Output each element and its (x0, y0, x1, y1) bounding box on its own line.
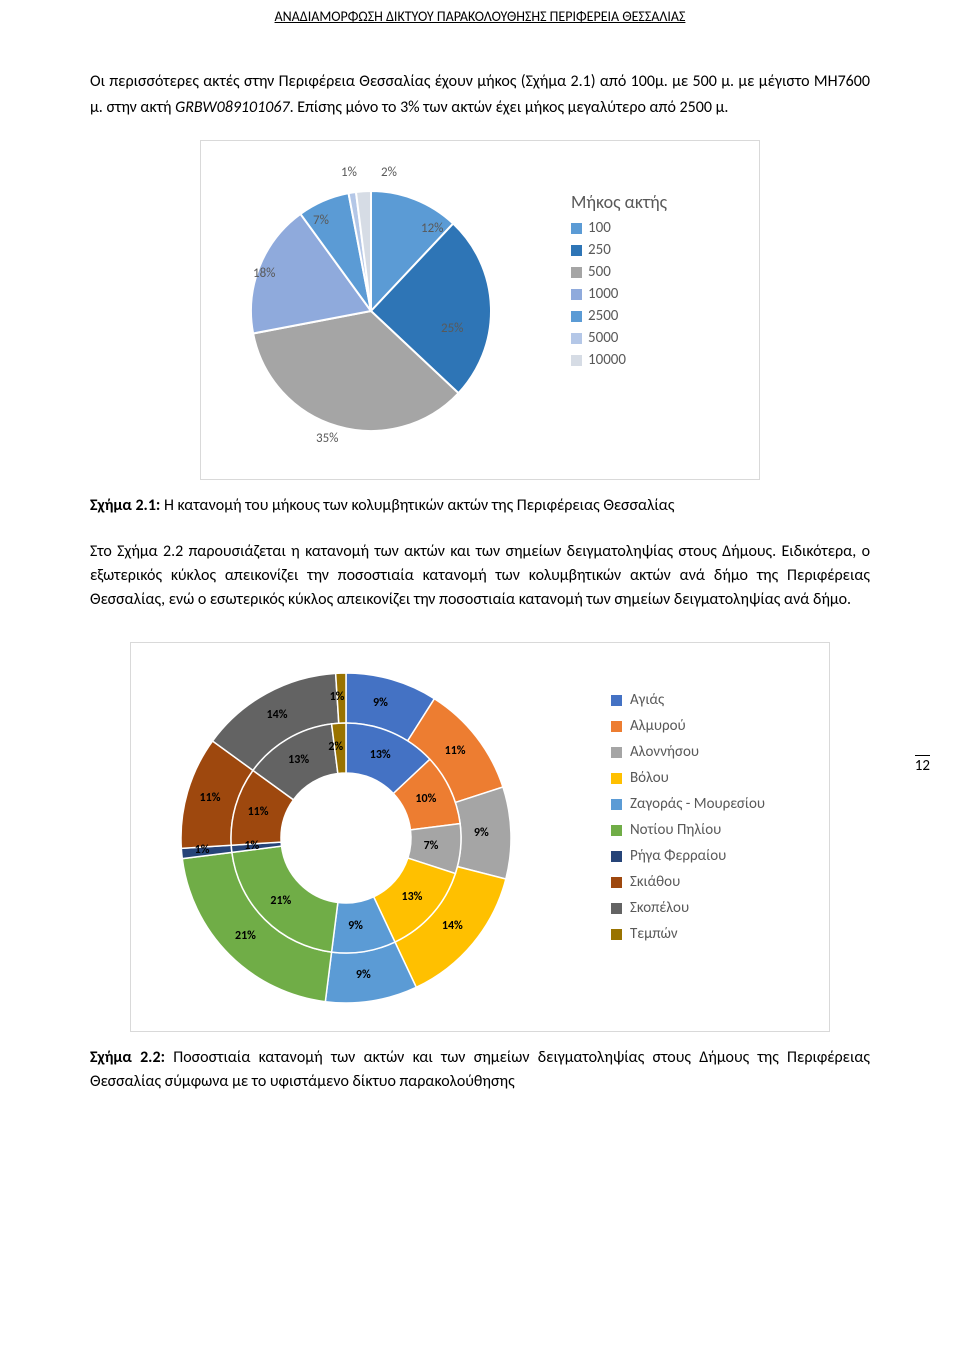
donut-label: 1% (330, 690, 345, 704)
legend-swatch (571, 333, 582, 344)
legend-item: 500 (571, 263, 667, 281)
legend-item: Τεμπών (611, 925, 765, 943)
donut-label: 13% (288, 753, 309, 767)
pie-label-7: 7% (313, 213, 329, 228)
pie-label-12: 12% (421, 221, 443, 236)
pie-label-35: 35% (316, 431, 338, 446)
legend-label: Αγιάς (630, 691, 664, 709)
legend-label: Τεμπών (630, 925, 678, 943)
legend-item: Ρήγα Φερραίου (611, 847, 765, 865)
pie-chart: 12% 25% 35% 18% 7% 1% 2% (241, 181, 501, 441)
legend-label: 500 (588, 263, 611, 281)
legend-label: Ρήγα Φερραίου (630, 847, 726, 865)
donut-label: 9% (474, 826, 489, 840)
legend-swatch (571, 289, 582, 300)
donut-label: 13% (402, 890, 423, 904)
caption-2: Σχήμα 2.2: Ποσοστιαία κατανομή των ακτών… (90, 1046, 870, 1094)
donut-label: 21% (270, 894, 291, 908)
donut-label: 7% (424, 839, 439, 853)
pie-label-25: 25% (441, 321, 463, 336)
legend-label: 10000 (588, 351, 626, 369)
caption1-label: Σχήμα 2.1: (90, 496, 160, 515)
caption2-text: Ποσοστιαία κατανομή των ακτών και των ση… (90, 1048, 870, 1091)
pie-label-2: 2% (381, 165, 397, 180)
legend-item: Σκοπέλου (611, 899, 765, 917)
legend-swatch (571, 245, 582, 256)
legend-swatch (611, 695, 622, 706)
paragraph-1: Οι περισσότερες ακτές στην Περιφέρεια Θε… (90, 69, 870, 120)
legend-label: Σκιάθου (630, 873, 680, 891)
legend-label: Ζαγοράς - Μουρεσίου (630, 795, 765, 813)
legend-swatch (611, 721, 622, 732)
legend-label: Βόλου (630, 769, 669, 787)
legend-item: 1000 (571, 285, 667, 303)
caption2-label: Σχήμα 2.2: (90, 1048, 165, 1067)
chart2-legend: Αγιάς Αλμυρού Αλοννήσου Βόλου Ζαγοράς - Μουρ… (611, 683, 765, 951)
legend-swatch (571, 223, 582, 234)
legend-item: Αλμυρού (611, 717, 765, 735)
legend-label: Αλμυρού (630, 717, 686, 735)
legend-label: 1000 (588, 285, 618, 303)
donut-label: 1% (195, 843, 210, 857)
donut-label: 13% (370, 748, 391, 762)
donut-label: 14% (267, 708, 288, 722)
legend-swatch (571, 355, 582, 366)
legend-item: 10000 (571, 351, 667, 369)
donut-label: 9% (373, 696, 388, 710)
pie-label-18: 18% (253, 266, 275, 281)
pie-label-1: 1% (341, 165, 357, 180)
donut-label: 11% (445, 744, 466, 758)
legend-item: 5000 (571, 329, 667, 347)
legend-swatch (611, 773, 622, 784)
legend-label: 5000 (588, 329, 618, 347)
legend-swatch (611, 877, 622, 888)
donut-label: 1% (244, 839, 259, 853)
legend-item: 100 (571, 219, 667, 237)
donut-label: 9% (356, 968, 371, 982)
donut-label: 9% (348, 919, 363, 933)
donut-chart: 9% 11% 9% 14% 9% 21% 1% 11% 14% 1% 13% 10% 7% 13% 9% 21… (171, 663, 521, 1013)
legend-swatch (611, 903, 622, 914)
donut-label: 21% (235, 929, 256, 943)
chart1-legend: Μήκος ακτής 100 250 500 1000 2500 5000 10000 (571, 191, 667, 373)
donut-label: 11% (200, 791, 221, 805)
legend-label: 100 (588, 219, 611, 237)
paragraph-2: Στο Σχήμα 2.2 παρουσιάζεται η κατανομή τ… (90, 540, 870, 612)
p1-b: . Επίσης μόνο το 3% των ακτών έχει μήκος… (290, 98, 729, 117)
legend-item: Αγιάς (611, 691, 765, 709)
legend-item: Βόλου (611, 769, 765, 787)
legend-swatch (611, 799, 622, 810)
legend-item: 2500 (571, 307, 667, 325)
legend-label: 2500 (588, 307, 618, 325)
legend-swatch (571, 267, 582, 278)
legend-swatch (611, 929, 622, 940)
legend-label: Σκοπέλου (630, 899, 689, 917)
legend-label: 250 (588, 241, 611, 259)
legend-swatch (611, 747, 622, 758)
donut-label: 10% (415, 792, 436, 806)
legend-label: Αλοννήσου (630, 743, 699, 761)
legend-item: Νοτίου Πηλίου (611, 821, 765, 839)
legend-item: 250 (571, 241, 667, 259)
p1-code: GRBW089101067 (175, 98, 289, 117)
chart-2-container: 9% 11% 9% 14% 9% 21% 1% 11% 14% 1% 13% 10% 7% 13% 9% 21… (130, 642, 830, 1032)
donut-label: 14% (442, 919, 463, 933)
caption1-text: Η κατανομή του μήκους των κολυμβητικών α… (160, 496, 674, 515)
donut-label: 2% (328, 740, 343, 754)
legend-swatch (611, 825, 622, 836)
legend-item: Ζαγοράς - Μουρεσίου (611, 795, 765, 813)
legend-item: Σκιάθου (611, 873, 765, 891)
caption-1: Σχήμα 2.1: Η κατανομή του μήκους των κολ… (90, 494, 870, 518)
legend-swatch (611, 851, 622, 862)
donut-label: 11% (248, 805, 269, 819)
legend-item: Αλοννήσου (611, 743, 765, 761)
document-header: ΑΝΑΔΙΑΜΟΡΦΩΣΗ ΔΙΚΤΥΟΥ ΠΑΡΑΚΟΛΟΥΘΗΣΗΣ ΠΕΡ… (90, 0, 870, 29)
chart-1-container: 12% 25% 35% 18% 7% 1% 2% Μήκος ακτής 100… (200, 140, 760, 480)
legend-swatch (571, 311, 582, 322)
legend-label: Νοτίου Πηλίου (630, 821, 721, 839)
page-number: 12 (915, 755, 930, 775)
chart1-title: Μήκος ακτής (571, 191, 667, 213)
